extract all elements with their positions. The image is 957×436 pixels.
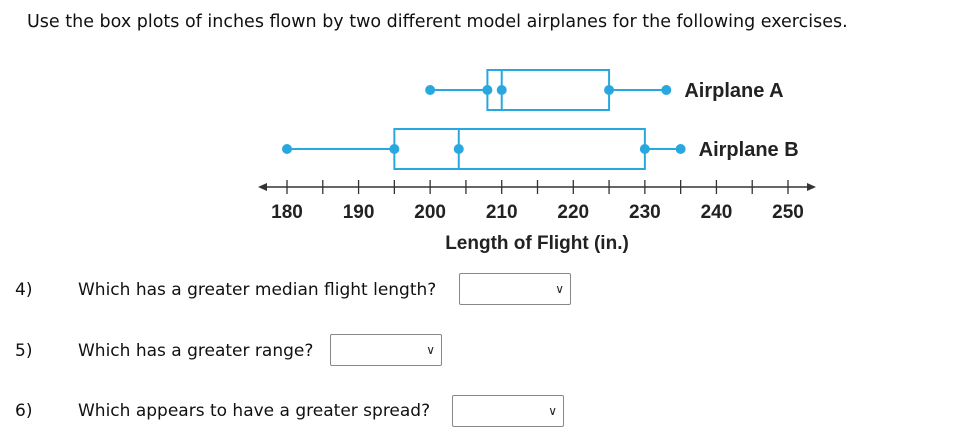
chevron-down-icon: ∨: [426, 343, 435, 357]
instructions: Use the box plots of inches flown by two…: [27, 12, 848, 32]
chevron-down-icon: ∨: [548, 404, 557, 418]
point-min: [282, 144, 292, 154]
question-text: Which appears to have a greater spread?: [78, 401, 431, 421]
answer-dropdown-6[interactable]: ∨: [452, 395, 564, 427]
point-median: [453, 144, 464, 154]
answer-dropdown-4[interactable]: ∨: [459, 273, 571, 305]
question-number: 6): [15, 401, 33, 421]
point-max: [661, 85, 672, 95]
question-text: Which has a greater range?: [78, 341, 314, 361]
series-label: Airplane A: [684, 80, 783, 102]
box-plot-chart: 180 190 200 210 220 230 240 250 Length of Flight…: [258, 69, 816, 254]
answer-dropdown-5[interactable]: ∨: [330, 334, 442, 366]
point-q1: [389, 144, 400, 154]
question-text: Which has a greater median flight length…: [78, 280, 437, 300]
point-q3: [639, 144, 650, 154]
question-number: 4): [15, 280, 33, 300]
series-label: Airplane B: [699, 139, 799, 161]
point-q1: [482, 85, 493, 95]
point-max: [675, 144, 686, 154]
tick-label: 230: [629, 202, 661, 223]
tick-label: 220: [557, 202, 589, 223]
tick-label: 200: [414, 202, 446, 223]
box: [393, 128, 646, 170]
tick-label: 210: [486, 202, 518, 223]
point-median: [496, 85, 507, 95]
tick-label: 180: [271, 202, 303, 223]
tick-label: 190: [343, 202, 375, 223]
chevron-down-icon: ∨: [555, 282, 564, 296]
point-min: [425, 85, 436, 95]
tick-label: 240: [701, 202, 733, 223]
axis-arrow-right: [807, 183, 816, 191]
x-axis-label: Length of Flight (in.): [445, 233, 629, 254]
axis-arrow-left: [258, 183, 267, 191]
tick-label: 250: [772, 202, 804, 223]
point-q3: [604, 85, 615, 95]
question-number: 5): [15, 341, 33, 361]
